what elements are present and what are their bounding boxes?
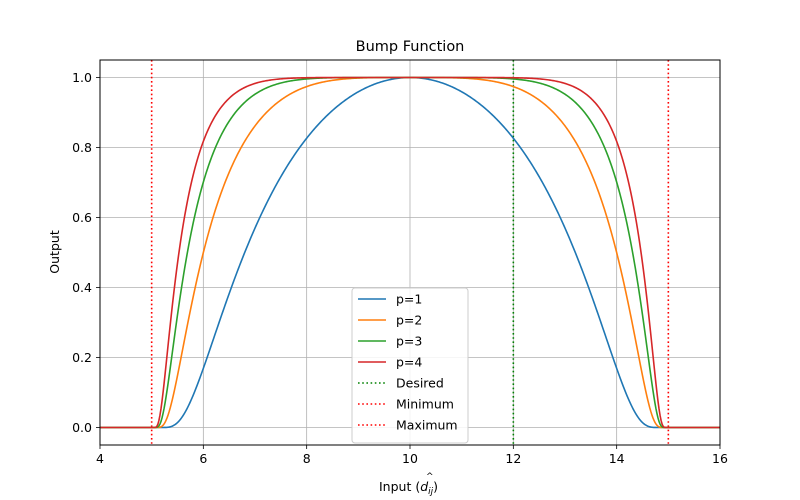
legend-label-p=2: p=2 xyxy=(396,313,422,328)
x-tick-label-2: 8 xyxy=(303,451,311,466)
y-tick-label-0: 0.0 xyxy=(72,420,92,435)
x-tick-label-5: 14 xyxy=(609,451,625,466)
x-axis-label: Input (dij) ^ xyxy=(379,472,438,497)
reference-lines xyxy=(150,60,670,445)
x-tick-label-1: 6 xyxy=(199,451,207,466)
legend-label-p=3: p=3 xyxy=(396,334,422,349)
legend-label-desired: Desired xyxy=(396,376,444,391)
x-tick-label-3: 10 xyxy=(402,451,418,466)
legend-label-minimum: Minimum xyxy=(396,397,454,412)
x-tick-label-6: 16 xyxy=(712,451,728,466)
legend-label-maximum: Maximum xyxy=(396,418,458,433)
x-axis-label-subscript: ij xyxy=(428,487,434,497)
svg-text:Input (dij): Input (dij) xyxy=(379,479,438,497)
y-axis-label: Output xyxy=(47,230,62,274)
chart-title: Bump Function xyxy=(356,39,465,55)
x-axis-label-hat: ^ xyxy=(426,472,434,482)
y-tick-label-1: 0.2 xyxy=(72,350,92,365)
x-axis-label-text: Input ( xyxy=(379,479,420,494)
legend-label-p=4: p=4 xyxy=(396,355,422,370)
legend: p=1 p=2 p=3 p=4 Desired Minimum Maximum xyxy=(351,287,469,444)
axis-ticks: 4 6 8 10 12 14 16 0.0 0.2 0.4 0.6 0.8 1.0 xyxy=(72,70,728,466)
y-tick-label-3: 0.6 xyxy=(72,210,92,225)
legend-label-p=1: p=1 xyxy=(396,292,422,307)
x-tick-label-4: 12 xyxy=(505,451,521,466)
series-curves xyxy=(100,76,720,429)
x-tick-label-0: 4 xyxy=(96,451,104,466)
legend-box xyxy=(351,287,469,444)
series-line-p=4 xyxy=(100,76,720,429)
y-tick-label-4: 0.8 xyxy=(72,140,92,155)
y-tick-label-2: 0.4 xyxy=(72,280,92,295)
y-tick-label-5: 1.0 xyxy=(72,70,92,85)
x-axis-label-math: d xyxy=(420,479,428,494)
x-axis-label-close: ) xyxy=(433,479,438,494)
